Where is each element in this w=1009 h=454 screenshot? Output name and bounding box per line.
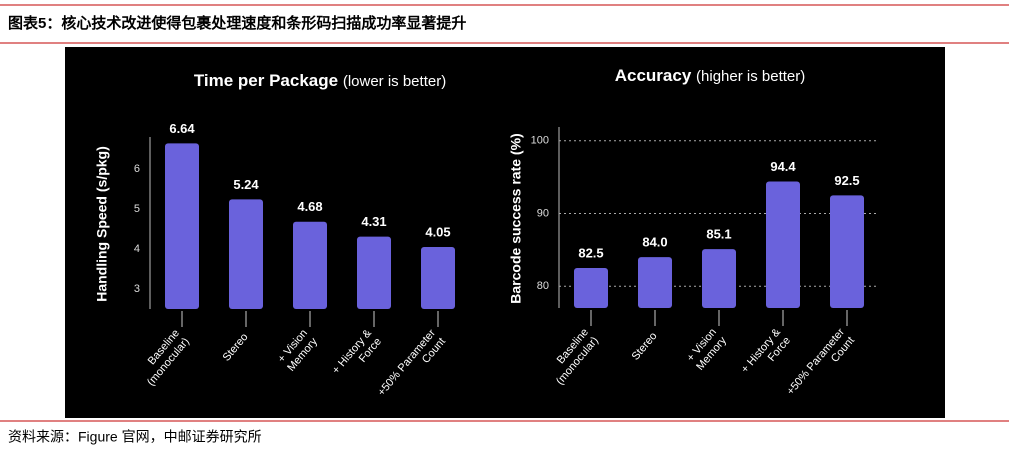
bar [293,221,327,309]
title-main: Time per Package [194,71,338,90]
y-axis-label: Barcode success rate (%) [508,133,524,303]
y-tick-label: 80 [537,280,549,292]
bar [357,236,391,309]
title-sub: (higher is better) [696,68,805,85]
y-tick-label: 5 [134,203,140,215]
value-label: 6.64 [169,121,195,136]
y-tick-label: 4 [134,243,140,255]
value-label: 82.5 [578,245,603,260]
value-label: 85.1 [706,227,731,242]
figure-title: 图表5：核心技术改进使得包裹处理速度和条形码扫描成功率显著提升 [8,14,466,32]
chart-title: Time per Package (lower is better) [194,71,446,90]
value-label: 84.0 [642,235,667,250]
title-sub: (lower is better) [343,73,446,90]
y-tick-label: 6 [134,163,140,175]
chart-title: Accuracy (higher is better) [615,66,806,85]
bar [638,257,672,308]
y-tick-label: 90 [537,207,549,219]
bar [830,195,864,308]
y-axis-label: Handling Speed (s/pkg) [94,146,110,302]
y-tick-label: 100 [531,135,549,147]
bar [421,247,455,309]
y-tick-label: 3 [134,283,140,295]
value-label: 4.05 [425,224,450,239]
bar [229,199,263,309]
bar [766,181,800,308]
bar [574,268,608,308]
value-label: 5.24 [233,177,259,192]
bar [165,143,199,309]
value-label: 92.5 [834,173,859,188]
bar [702,249,736,308]
title-main: Accuracy [615,66,692,85]
value-label: 4.68 [297,199,322,214]
value-label: 94.4 [770,159,796,174]
source: 资料来源：Figure 官网，中邮证券研究所 [8,429,262,445]
value-label: 4.31 [361,214,386,229]
